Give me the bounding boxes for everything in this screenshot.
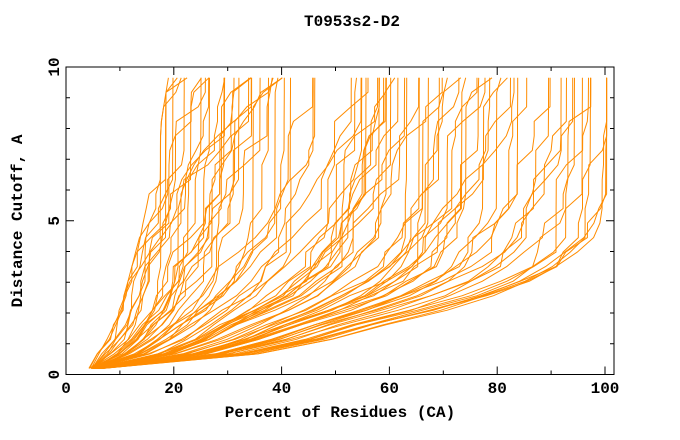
tick-labels: 0 20 40 60 80 100 0 5 10 [46, 57, 619, 398]
x-tick-label: 40 [272, 380, 291, 398]
model-curve [91, 77, 174, 369]
model-curve [94, 77, 274, 369]
model-curve [100, 77, 491, 369]
model-curve [93, 77, 399, 369]
model-curve [92, 77, 380, 369]
model-curve [90, 77, 252, 369]
model-curve [91, 77, 250, 369]
model-curve [89, 77, 182, 369]
x-tick-label: 100 [591, 380, 620, 398]
model-curve [95, 77, 226, 369]
model-curve [91, 77, 279, 369]
model-curve [95, 77, 291, 369]
model-curve [90, 77, 210, 369]
model-curve [92, 77, 362, 369]
model-curve [100, 77, 519, 369]
x-axis-label: Percent of Residues (CA) [225, 404, 455, 422]
model-curve [98, 77, 380, 369]
model-curve [91, 77, 273, 369]
model-curve [99, 77, 589, 369]
model-curve [96, 77, 502, 369]
model-curve [94, 77, 210, 369]
model-curve [97, 77, 467, 369]
y-tick-label: 5 [46, 216, 64, 226]
model-curve [93, 77, 352, 369]
x-tick-label: 80 [488, 380, 507, 398]
model-curve [91, 77, 202, 369]
x-tick-label: 0 [61, 380, 71, 398]
model-curve [94, 77, 283, 369]
model-curve [99, 77, 460, 369]
model-curve [92, 77, 269, 369]
model-curve [94, 77, 429, 369]
model-curve [100, 77, 511, 369]
model-curve [99, 77, 575, 369]
model-curve [95, 77, 253, 369]
model-curve [97, 77, 363, 369]
plot-frame [65, 66, 615, 375]
model-curve [98, 77, 562, 369]
chart-title: T0953s2-D2 [304, 13, 400, 31]
y-axis-label: Distance Cutoff, A [9, 134, 27, 307]
model-curve [97, 77, 314, 369]
model-curve [101, 77, 567, 369]
model-curve [94, 77, 169, 369]
model-curve [92, 77, 283, 369]
model-curve [91, 77, 202, 369]
model-curve [94, 77, 367, 369]
model-curve [97, 77, 515, 369]
model-curve [96, 77, 387, 369]
model-curve [98, 77, 550, 369]
model-curve [100, 77, 551, 369]
x-tick-label: 20 [164, 380, 183, 398]
model-curve [96, 77, 420, 369]
model-curves [88, 77, 608, 369]
model-curve [93, 77, 314, 369]
model-curve [96, 77, 420, 369]
y-tick-label: 10 [46, 57, 64, 76]
model-curve [93, 77, 392, 369]
model-curve [99, 77, 480, 369]
model-curve [92, 77, 316, 369]
model-curve [95, 77, 448, 369]
x-tick-label: 60 [380, 380, 399, 398]
model-curve [101, 77, 608, 369]
y-tick-label: 0 [46, 370, 64, 380]
model-curve [95, 77, 261, 369]
model-curve [97, 77, 508, 369]
model-curve [100, 77, 592, 369]
